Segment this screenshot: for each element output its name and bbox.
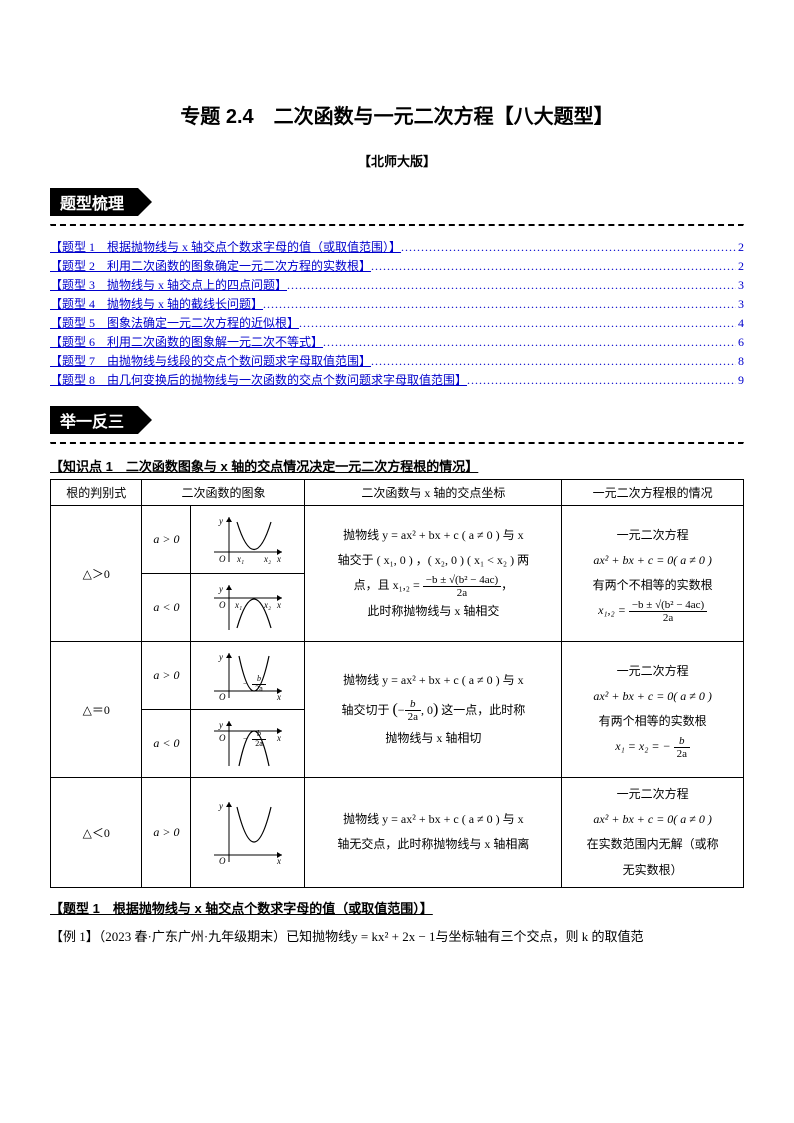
condition-cell: a < 0 [142, 574, 191, 642]
svg-text:x: x [276, 554, 281, 564]
svg-text:x: x [276, 733, 281, 743]
svg-text:x₂: x₂ [263, 600, 271, 610]
knowledge-table: 根的判别式 二次函数的图象 二次函数与 x 轴的交点坐标 一元二次方程根的情况 … [50, 479, 744, 888]
svg-text:x₂: x₂ [263, 554, 271, 564]
svg-text:x: x [276, 692, 281, 702]
svg-text:y: y [218, 652, 223, 662]
toc-page: 6 [738, 335, 744, 350]
svg-text:x₁: x₁ [234, 600, 242, 610]
toc-page: 3 [738, 297, 744, 312]
condition-cell: a < 0 [142, 710, 191, 778]
roots-cell: 一元二次方程 ax² + bx + c = 0( a ≠ 0 ) 有两个相等的实… [562, 642, 744, 778]
roots-cell: 一元二次方程 ax² + bx + c = 0( a ≠ 0 ) 有两个不相等的… [562, 506, 744, 642]
knowledge-point-header: 【知识点 1 二次函数图象与 x 轴的交点情况决定一元二次方程根的情况】 [50, 456, 744, 475]
table-of-contents: 【题型 1 根据抛物线与 x 轴交点个数求字母的值（或取值范围）】 2 【题型 2… [50, 238, 744, 388]
svg-text:y: y [218, 801, 223, 811]
discriminant-cell: △＜0 [51, 778, 142, 888]
toc-item[interactable]: 【题型 7 由抛物线与线段的交点个数问题求字母取值范围】 8 [50, 352, 744, 369]
discriminant-cell: △＝0 [51, 642, 142, 778]
toc-label: 【题型 1 根据抛物线与 x 轴交点个数求字母的值（或取值范围）】 [50, 238, 401, 255]
condition-cell: a > 0 [142, 506, 191, 574]
toc-label: 【题型 4 抛物线与 x 轴的截线长问题】 [50, 295, 263, 312]
toc-label: 【题型 8 由几何变换后的抛物线与一次函数的交点个数问题求字母取值范围】 [50, 371, 467, 388]
toc-page: 8 [738, 354, 744, 369]
table-header: 根的判别式 [51, 480, 142, 506]
toc-label: 【题型 6 利用二次函数的图象解一元二次不等式】 [50, 333, 323, 350]
svg-text:y: y [218, 584, 223, 594]
table-row: △＜0 a > 0 O x y 抛物线 y = ax² + bx + c ( a… [51, 778, 744, 888]
toc-dots [263, 297, 736, 312]
toc-page: 9 [738, 373, 744, 388]
table-header: 二次函数的图象 [142, 480, 305, 506]
table-header: 二次函数与 x 轴的交点坐标 [305, 480, 562, 506]
svg-text:y: y [218, 720, 223, 730]
discriminant-cell: △＞0 [51, 506, 142, 642]
toc-dots [323, 335, 736, 350]
toc-item[interactable]: 【题型 6 利用二次函数的图象解一元二次不等式】 6 [50, 333, 744, 350]
intersection-cell: 抛物线 y = ax² + bx + c ( a ≠ 0 ) 与 x 轴交于 (… [305, 506, 562, 642]
table-row: △＞0 a > 0 O x₁ x₂ x y 抛物线 y = ax² + bx +… [51, 506, 744, 574]
section-practice-header: 举一反三 [50, 406, 744, 434]
toc-dots [371, 354, 736, 369]
svg-text:O: O [219, 600, 226, 610]
svg-text:O: O [219, 733, 226, 743]
svg-text:O: O [219, 554, 226, 564]
intersection-cell: 抛物线 y = ax² + bx + c ( a ≠ 0 ) 与 x 轴无交点，… [305, 778, 562, 888]
parabola-graph-icon: O x y − b2a [209, 716, 287, 771]
toc-page: 2 [738, 240, 744, 255]
graph-cell: O x y − b2a [191, 710, 305, 778]
svg-text:−: − [243, 734, 248, 743]
toc-page: 2 [738, 259, 744, 274]
toc-dots [401, 240, 736, 255]
parabola-graph-icon: O x₁ x₂ x y [209, 580, 287, 635]
section-practice-label: 举一反三 [50, 406, 138, 434]
condition-cell: a > 0 [142, 642, 191, 710]
toc-label: 【题型 3 抛物线与 x 轴交点上的四点问题】 [50, 276, 287, 293]
svg-text:y: y [218, 516, 223, 526]
svg-text:x: x [276, 600, 281, 610]
parabola-graph-icon: O x y − b2a [209, 648, 287, 703]
divider [50, 224, 744, 226]
toc-dots [371, 259, 736, 274]
parabola-graph-icon: O x₁ x₂ x y [209, 512, 287, 567]
toc-item[interactable]: 【题型 4 抛物线与 x 轴的截线长问题】 3 [50, 295, 744, 312]
toc-page: 4 [738, 316, 744, 331]
example-text: 【例 1】（2023 春·广东广州·九年级期末）已知抛物线y = kx² + 2… [50, 927, 744, 948]
section-overview-header: 题型梳理 [50, 188, 744, 216]
table-row: △＝0 a > 0 O x y − b2a 抛物线 y = ax² + bx +… [51, 642, 744, 710]
svg-text:O: O [219, 856, 226, 866]
intersection-cell: 抛物线 y = ax² + bx + c ( a ≠ 0 ) 与 x 轴交切于 … [305, 642, 562, 778]
toc-item[interactable]: 【题型 2 利用二次函数的图象确定一元二次方程的实数根】 2 [50, 257, 744, 274]
condition-cell: a > 0 [142, 778, 191, 888]
graph-cell: O x₁ x₂ x y [191, 506, 305, 574]
toc-label: 【题型 2 利用二次函数的图象确定一元二次方程的实数根】 [50, 257, 371, 274]
toc-item[interactable]: 【题型 8 由几何变换后的抛物线与一次函数的交点个数问题求字母取值范围】 9 [50, 371, 744, 388]
toc-item[interactable]: 【题型 1 根据抛物线与 x 轴交点个数求字母的值（或取值范围）】 2 [50, 238, 744, 255]
page-title: 专题 2.4 二次函数与一元二次方程【八大题型】 [50, 100, 744, 129]
toc-dots [299, 316, 736, 331]
roots-cell: 一元二次方程 ax² + bx + c = 0( a ≠ 0 ) 在实数范围内无… [562, 778, 744, 888]
graph-cell: O x y − b2a [191, 642, 305, 710]
svg-text:x₁: x₁ [236, 554, 244, 564]
toc-label: 【题型 5 图象法确定一元二次方程的近似根】 [50, 314, 299, 331]
parabola-graph-icon: O x y [209, 797, 287, 867]
toc-dots [287, 278, 736, 293]
page-subtitle: 【北师大版】 [50, 151, 744, 170]
toc-label: 【题型 7 由抛物线与线段的交点个数问题求字母取值范围】 [50, 352, 371, 369]
toc-item[interactable]: 【题型 5 图象法确定一元二次方程的近似根】 4 [50, 314, 744, 331]
svg-text:x: x [276, 856, 281, 866]
graph-cell: O x₁ x₂ x y [191, 574, 305, 642]
toc-page: 3 [738, 278, 744, 293]
toc-dots [467, 373, 736, 388]
table-header-row: 根的判别式 二次函数的图象 二次函数与 x 轴的交点坐标 一元二次方程根的情况 [51, 480, 744, 506]
divider [50, 442, 744, 444]
svg-text:−: − [243, 679, 248, 688]
toc-item[interactable]: 【题型 3 抛物线与 x 轴交点上的四点问题】 3 [50, 276, 744, 293]
problem-type-header: 【题型 1 根据抛物线与 x 轴交点个数求字母的值（或取值范围）】 [50, 898, 744, 917]
table-header: 一元二次方程根的情况 [562, 480, 744, 506]
svg-text:O: O [219, 692, 226, 702]
graph-cell: O x y [191, 778, 305, 888]
section-overview-label: 题型梳理 [50, 188, 138, 216]
